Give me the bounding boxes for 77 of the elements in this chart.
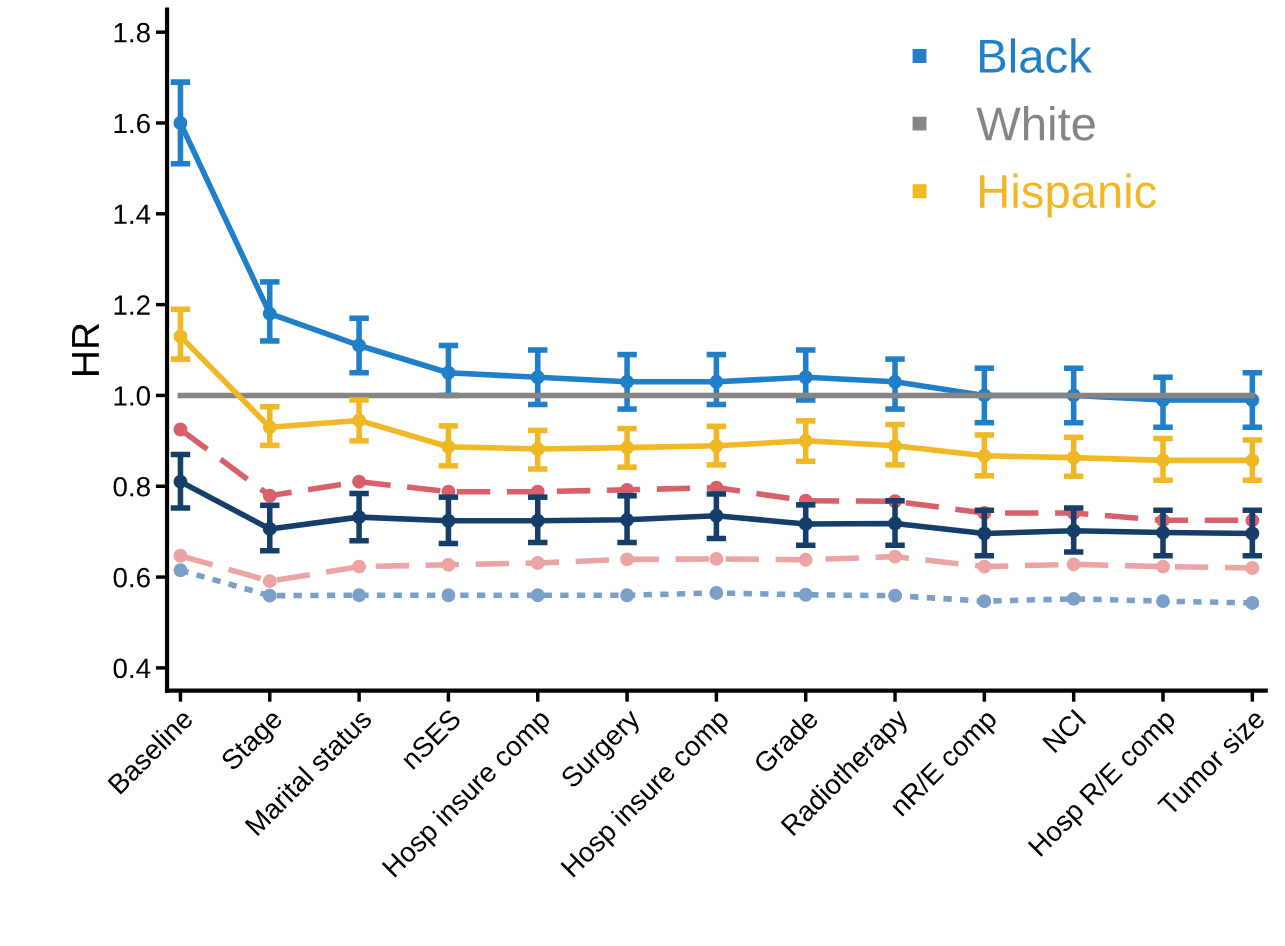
y-tick-label: 0.4 [113, 658, 151, 679]
x-tick-label: NCI [1041, 708, 1087, 754]
y-axis-title: HR [72, 323, 99, 375]
point [530, 370, 545, 385]
point [441, 365, 456, 380]
y-tick-label: 1.2 [114, 295, 150, 315]
point [620, 374, 635, 389]
point [530, 442, 545, 456]
point [709, 551, 724, 566]
point [1245, 561, 1260, 575]
point [888, 516, 902, 531]
point [888, 549, 902, 564]
point [1156, 594, 1170, 609]
legend-label: White [976, 105, 1095, 141]
point [888, 374, 902, 389]
point [262, 588, 277, 603]
point [1066, 591, 1081, 606]
point [1245, 526, 1260, 541]
y-tick-label: 1.6 [114, 113, 150, 134]
point [262, 574, 277, 589]
point [530, 588, 545, 603]
point [620, 588, 635, 603]
point [888, 588, 902, 603]
point [441, 439, 456, 454]
point [262, 306, 277, 321]
point [352, 413, 367, 428]
legend-label: Hispanic [980, 173, 1157, 218]
y-tick-label: 1.0 [114, 386, 150, 406]
point [798, 587, 813, 602]
point [262, 488, 277, 503]
y-tick-label: 1.8 [114, 22, 150, 43]
point [530, 513, 545, 528]
point [798, 552, 813, 567]
point [530, 556, 545, 570]
point [173, 422, 188, 437]
point [441, 588, 456, 603]
point [709, 438, 724, 453]
point [620, 440, 635, 455]
point [262, 521, 277, 536]
point [709, 586, 724, 600]
y-tick-label: 0.8 [113, 476, 150, 497]
point [709, 508, 724, 523]
point [1245, 453, 1260, 468]
point [1066, 557, 1081, 572]
point [352, 588, 367, 603]
point [798, 433, 813, 448]
point [352, 338, 367, 353]
point [173, 563, 188, 578]
point [798, 370, 813, 385]
point [620, 512, 635, 527]
point [888, 438, 902, 453]
point [352, 559, 367, 574]
legend-label: Black [980, 38, 1092, 74]
point [709, 374, 724, 389]
point [262, 420, 277, 435]
point [1156, 559, 1170, 574]
point [352, 510, 367, 525]
point [1245, 595, 1260, 610]
y-tick-label: 0.6 [113, 567, 150, 588]
point [1156, 525, 1170, 540]
point [977, 448, 992, 463]
y-tick-label: 1.4 [114, 204, 151, 224]
point [173, 116, 188, 130]
point [173, 474, 188, 489]
point [977, 526, 992, 541]
point [441, 557, 456, 572]
point [1066, 450, 1081, 465]
point [1156, 453, 1170, 468]
point [173, 329, 188, 344]
point [977, 594, 992, 609]
point [173, 548, 188, 563]
point [352, 474, 367, 489]
point [977, 559, 992, 574]
point [798, 516, 813, 531]
point [620, 552, 635, 567]
point [1066, 523, 1081, 538]
point [441, 513, 456, 528]
